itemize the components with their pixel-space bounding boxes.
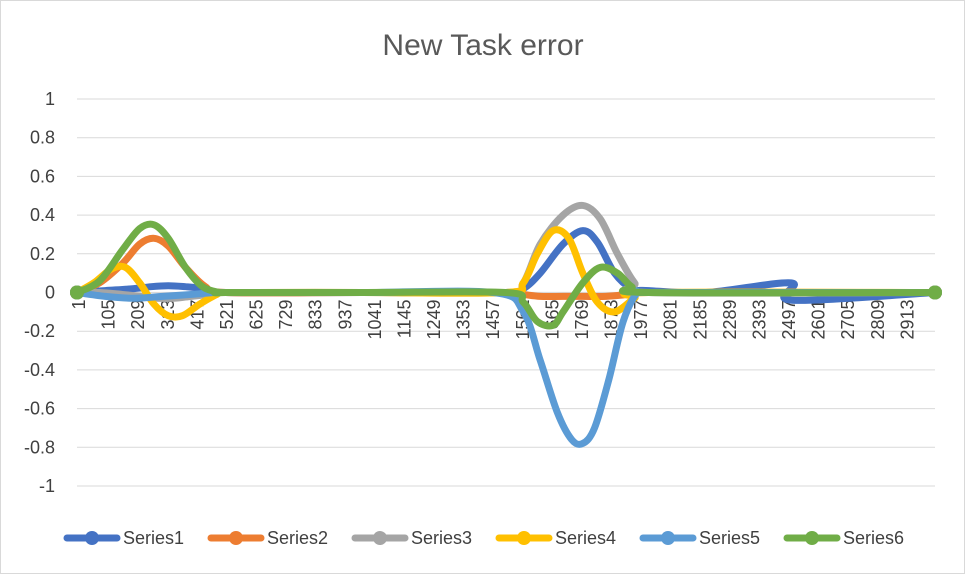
x-tick-label: 1977	[631, 300, 651, 340]
legend-label: Series1	[123, 528, 184, 548]
legend-label: Series6	[843, 528, 904, 548]
y-tick-label: 0.2	[30, 244, 55, 264]
legend-item-series2[interactable]: Series2	[207, 528, 328, 548]
y-tick-label: -0.2	[24, 321, 55, 341]
legend-swatch-marker	[661, 531, 675, 545]
x-tick-label: 2289	[720, 300, 740, 340]
legend-item-series5[interactable]: Series5	[639, 528, 760, 548]
x-tick-label: 521	[217, 300, 237, 330]
legend-swatch-marker	[229, 531, 243, 545]
series-line-series6	[73, 220, 939, 330]
x-tick-label: 1145	[394, 300, 414, 339]
x-tick-label: 1	[69, 300, 89, 310]
y-tick-label: 0.6	[30, 166, 55, 186]
x-tick-label: 209	[128, 300, 148, 330]
series-lines	[70, 201, 942, 448]
series-line-series4	[73, 226, 939, 321]
series-marker	[70, 285, 84, 300]
legend-swatch-marker	[373, 531, 387, 545]
x-axis-tick-labels: 1 105 209 313 417 521 625 729 833 937 1041 1145 1249…	[69, 300, 917, 340]
y-axis-tick-labels: 1 0.8 0.6 0.4 0.2 0 -0.2 -0.4 -0.6 -0.8 -1	[24, 89, 55, 496]
x-tick-label: 1353	[454, 300, 474, 340]
legend-item-series3[interactable]: Series3	[351, 528, 472, 548]
x-tick-label: 1457	[483, 300, 503, 340]
y-tick-label: 0.8	[30, 128, 55, 148]
y-tick-label: -0.8	[24, 437, 55, 457]
legend[interactable]: Series1 Series2 Series3 Series4 Series5 Serie…	[63, 528, 904, 548]
x-tick-label: 2497	[779, 300, 799, 340]
x-tick-label: 2913	[897, 300, 917, 340]
legend-item-series6[interactable]: Series6	[783, 528, 904, 548]
y-tick-label: 0	[45, 283, 55, 303]
x-tick-label: 2185	[690, 300, 710, 340]
y-tick-label: -0.6	[24, 399, 55, 419]
legend-label: Series3	[411, 528, 472, 548]
x-tick-label: 2081	[661, 300, 681, 340]
x-tick-label: 729	[276, 300, 296, 330]
chart-title: New Task error	[382, 29, 583, 62]
y-tick-label: 1	[45, 89, 55, 109]
x-tick-label: 1769	[572, 300, 592, 340]
legend-item-series4[interactable]: Series4	[495, 528, 616, 548]
x-tick-label: 1249	[424, 300, 444, 340]
y-tick-label: -0.4	[24, 360, 55, 380]
x-tick-label: 2393	[749, 300, 769, 340]
legend-item-series1[interactable]: Series1	[63, 528, 184, 548]
x-tick-label: 2809	[868, 300, 888, 340]
x-tick-label: 937	[335, 300, 355, 330]
x-tick-label: 1665	[542, 300, 562, 340]
legend-swatch-marker	[805, 531, 819, 545]
x-tick-label: 1041	[365, 300, 385, 340]
x-tick-label: 625	[247, 300, 267, 330]
series-line-series5	[73, 286, 939, 448]
legend-label: Series4	[555, 528, 616, 548]
legend-swatch-marker	[517, 531, 531, 545]
y-tick-label: 0.4	[30, 205, 55, 225]
legend-label: Series2	[267, 528, 328, 548]
legend-swatch-marker	[85, 531, 99, 545]
series-marker	[928, 285, 942, 300]
x-tick-label: 833	[306, 300, 326, 330]
x-tick-label: 2601	[809, 300, 829, 340]
x-tick-label: 2705	[838, 300, 858, 340]
legend-label: Series5	[699, 528, 760, 548]
y-tick-label: -1	[39, 476, 55, 496]
x-tick-label: 105	[99, 300, 119, 330]
